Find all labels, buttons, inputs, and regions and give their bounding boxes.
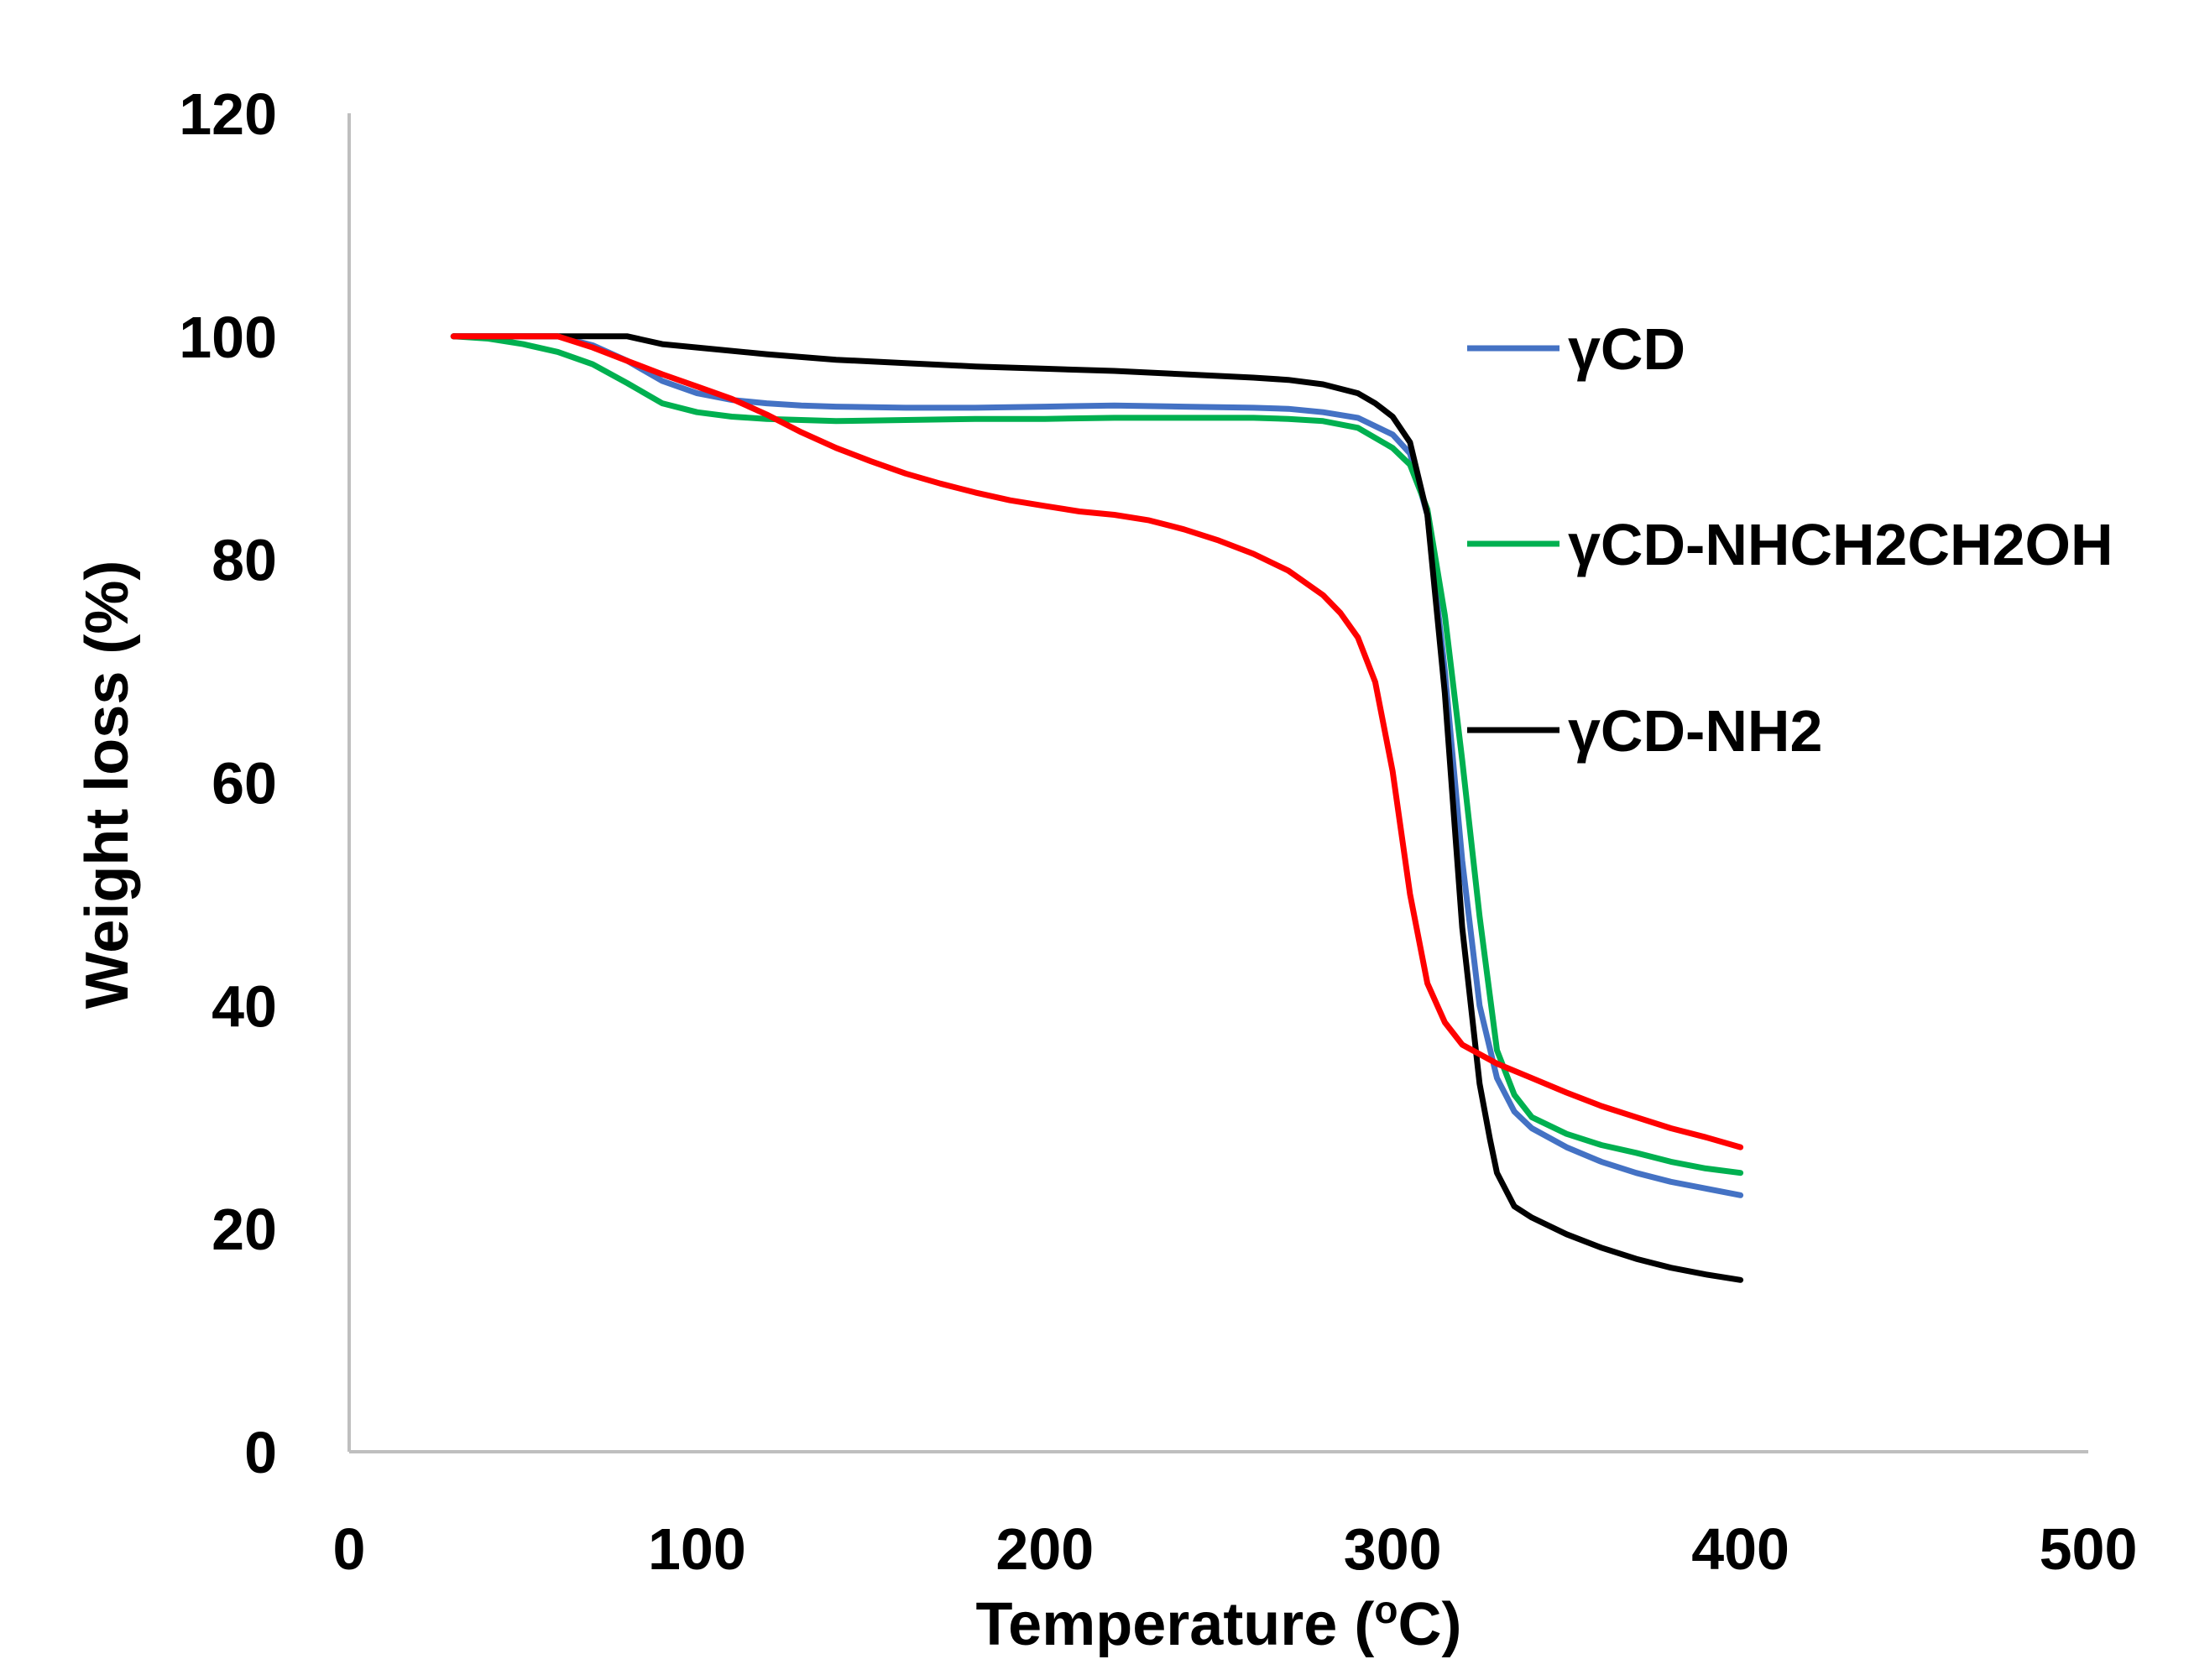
series-group — [450, 333, 1744, 1283]
y-tick-label: 60 — [212, 751, 277, 817]
legend-label: γCD — [1568, 316, 1685, 382]
x-tick-label: 200 — [995, 1516, 1094, 1582]
y-tick-label: 100 — [179, 305, 277, 370]
x-tick-label: 500 — [2040, 1516, 2138, 1582]
series-line--cd — [450, 333, 1744, 1198]
x-tick-label: 100 — [648, 1516, 746, 1582]
legend: γCD γCD-NHCH2CH2OH γCD-NH2 — [1467, 316, 2113, 764]
series-line--cd-nh2 — [450, 333, 1744, 1283]
x-tick-label: 300 — [1344, 1516, 1442, 1582]
y-tick-label: 40 — [212, 973, 277, 1039]
x-axis-title: Temperature (oC) — [976, 1588, 1462, 1658]
x-axis-title-suffix: C) — [1398, 1591, 1461, 1658]
series-line--cd-nhch2ch2oh — [450, 333, 1744, 1177]
y-tick-label: 120 — [179, 81, 277, 147]
y-tick-label: 0 — [244, 1420, 277, 1485]
x-tick-labels: 0 100 200 300 400 500 — [333, 1516, 2138, 1582]
y-tick-label: 80 — [212, 528, 277, 593]
legend-label: γCD-NH2 — [1568, 698, 1822, 764]
y-tick-label: 20 — [212, 1197, 277, 1262]
x-axis-title-superscript: o — [1374, 1588, 1398, 1631]
y-tick-labels: 0 20 40 60 80 100 120 — [179, 81, 277, 1485]
x-axis-title-base: Temperature ( — [976, 1591, 1375, 1658]
y-axis-title: Weight loss (%) — [74, 561, 141, 1010]
x-tick-label: 0 — [333, 1516, 366, 1582]
x-tick-label: 400 — [1691, 1516, 1789, 1582]
legend-label: γCD-NHCH2CH2OH — [1568, 512, 2113, 577]
series-line-unlabeled-3 — [450, 333, 1744, 1150]
